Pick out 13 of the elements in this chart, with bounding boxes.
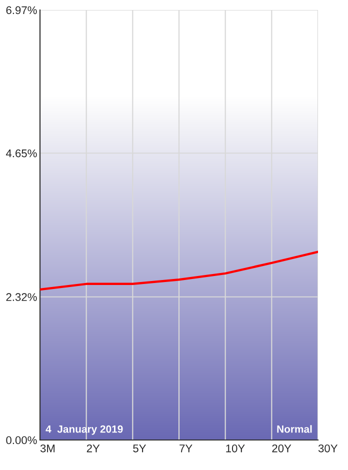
line-series [40,250,318,291]
y-tick-label: 6.97% [6,6,37,14]
x-tick-label: 10Y [226,444,245,452]
x-tick-label: 3M [40,444,55,452]
x-tick-label: 7Y [180,444,192,452]
x-tick-label: 30Y [318,444,338,452]
y-tick-label: 0.00% [6,436,37,444]
x-tick-label: 20Y [272,444,292,452]
x-tick-label: 2Y [86,444,100,452]
x-tick-label: 5Y [133,444,146,452]
y-tick-label: 2.32% [6,293,37,302]
annotation: Normal [277,425,312,433]
y-tick-label: 4.65% [6,149,37,158]
